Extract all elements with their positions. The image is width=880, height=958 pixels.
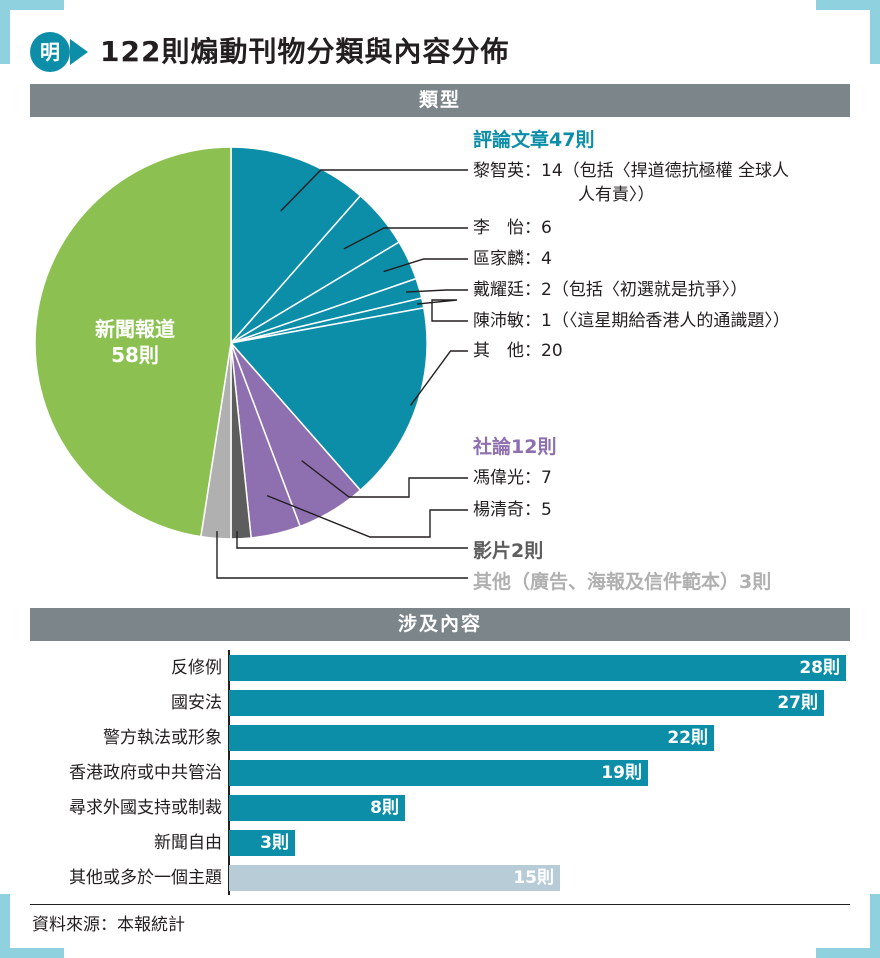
pie-label-tai: 戴耀廷：2（包括〈初選就是抗爭〉）: [473, 280, 748, 300]
bar-value-label: 19則: [601, 763, 642, 783]
pie-leader-line: [216, 531, 468, 579]
bar-value-label: 22則: [667, 728, 708, 748]
section-header-type: 類型: [30, 84, 850, 117]
frame-corner: [0, 0, 10, 64]
frame-corner: [0, 948, 64, 958]
frame-corner: [0, 894, 10, 958]
pie-leader-line: [405, 289, 468, 293]
pie-slice: [230, 146, 362, 345]
pie-group-editorial: 社論12則: [473, 436, 557, 458]
bar: [229, 830, 295, 856]
pie-leader-line: [301, 460, 468, 498]
bar-value-label: 3則: [260, 833, 289, 853]
pie-label-yeung: 楊清奇：5: [473, 500, 552, 520]
logo: 明: [30, 32, 70, 72]
pie-leader-line: [343, 227, 468, 250]
bar: [229, 690, 824, 716]
bar-category-label: 反修例: [171, 658, 222, 678]
pie-slice: [34, 146, 232, 538]
bar-category-label: 尋求外國支持或制裁: [69, 798, 222, 818]
pie-label-fung: 馮偉光：7: [473, 468, 552, 488]
bar-category-label: 警方執法或形象: [103, 728, 222, 748]
frame-corner: [816, 948, 880, 958]
bar-value-label: 8則: [370, 798, 399, 818]
section-header-content: 涉及內容: [30, 608, 850, 641]
frame-corner: [870, 0, 880, 64]
bar-category-label: 其他或多於一個主題: [69, 868, 222, 888]
pie-leader-line: [266, 494, 468, 538]
bar: [229, 795, 405, 821]
pie-slice: [229, 306, 428, 492]
pie-leader-line: [280, 169, 468, 212]
pie-leader-line: [236, 531, 468, 549]
bar-value-label: 28則: [799, 658, 840, 678]
pie-label-news-name: 新聞報道: [95, 317, 175, 341]
pie-leader-line: [410, 350, 468, 406]
pie-chart: [34, 146, 468, 579]
logo-arrow-icon: [70, 39, 88, 65]
source-note: 資料來源：本報統計: [32, 915, 185, 935]
pie-label-lai-cont: 人有責〉）: [578, 185, 655, 205]
bar-category-label: 國安法: [171, 693, 222, 713]
page-title: 122則煽動刊物分類與內容分佈: [100, 35, 510, 68]
bar-value-label: 27則: [777, 693, 818, 713]
pie-label-news-count: 58則: [111, 343, 159, 367]
bar: [229, 655, 846, 681]
bar-value-label: 15則: [513, 868, 554, 888]
pie-label-news: 新聞報道 58則: [70, 316, 200, 368]
footer-divider: [30, 904, 850, 905]
pie-label-lai: 黎智英：14（包括〈捍道德抗極權 全球人: [473, 161, 790, 181]
pie-label-chan: 陳沛敏：1（〈這星期給香港人的通識題〉）: [473, 311, 790, 331]
pie-leader-line: [383, 258, 468, 273]
pie-group-commentary: 評論文章47則: [473, 129, 595, 151]
frame-corner: [0, 0, 64, 10]
bar: [229, 865, 560, 891]
bar: [229, 760, 648, 786]
frame-corner: [870, 894, 880, 958]
pie-label-au: 區家麟：4: [473, 249, 552, 269]
frame-corner: [816, 0, 880, 10]
pie-group-other: 其他（廣告、海報及信件範本）3則: [473, 571, 772, 593]
pie-group-video: 影片2則: [473, 540, 544, 562]
bar-category-label: 新聞自由: [154, 833, 222, 853]
bar-category-label: 香港政府或中共管治: [69, 763, 222, 783]
bar: [229, 725, 714, 751]
pie-leader-line: [417, 299, 468, 322]
pie-label-others: 其 他：20: [473, 341, 563, 361]
pie-label-li: 李 怡：6: [473, 218, 552, 238]
header: 明 122則煽動刊物分類與內容分佈: [30, 28, 850, 76]
